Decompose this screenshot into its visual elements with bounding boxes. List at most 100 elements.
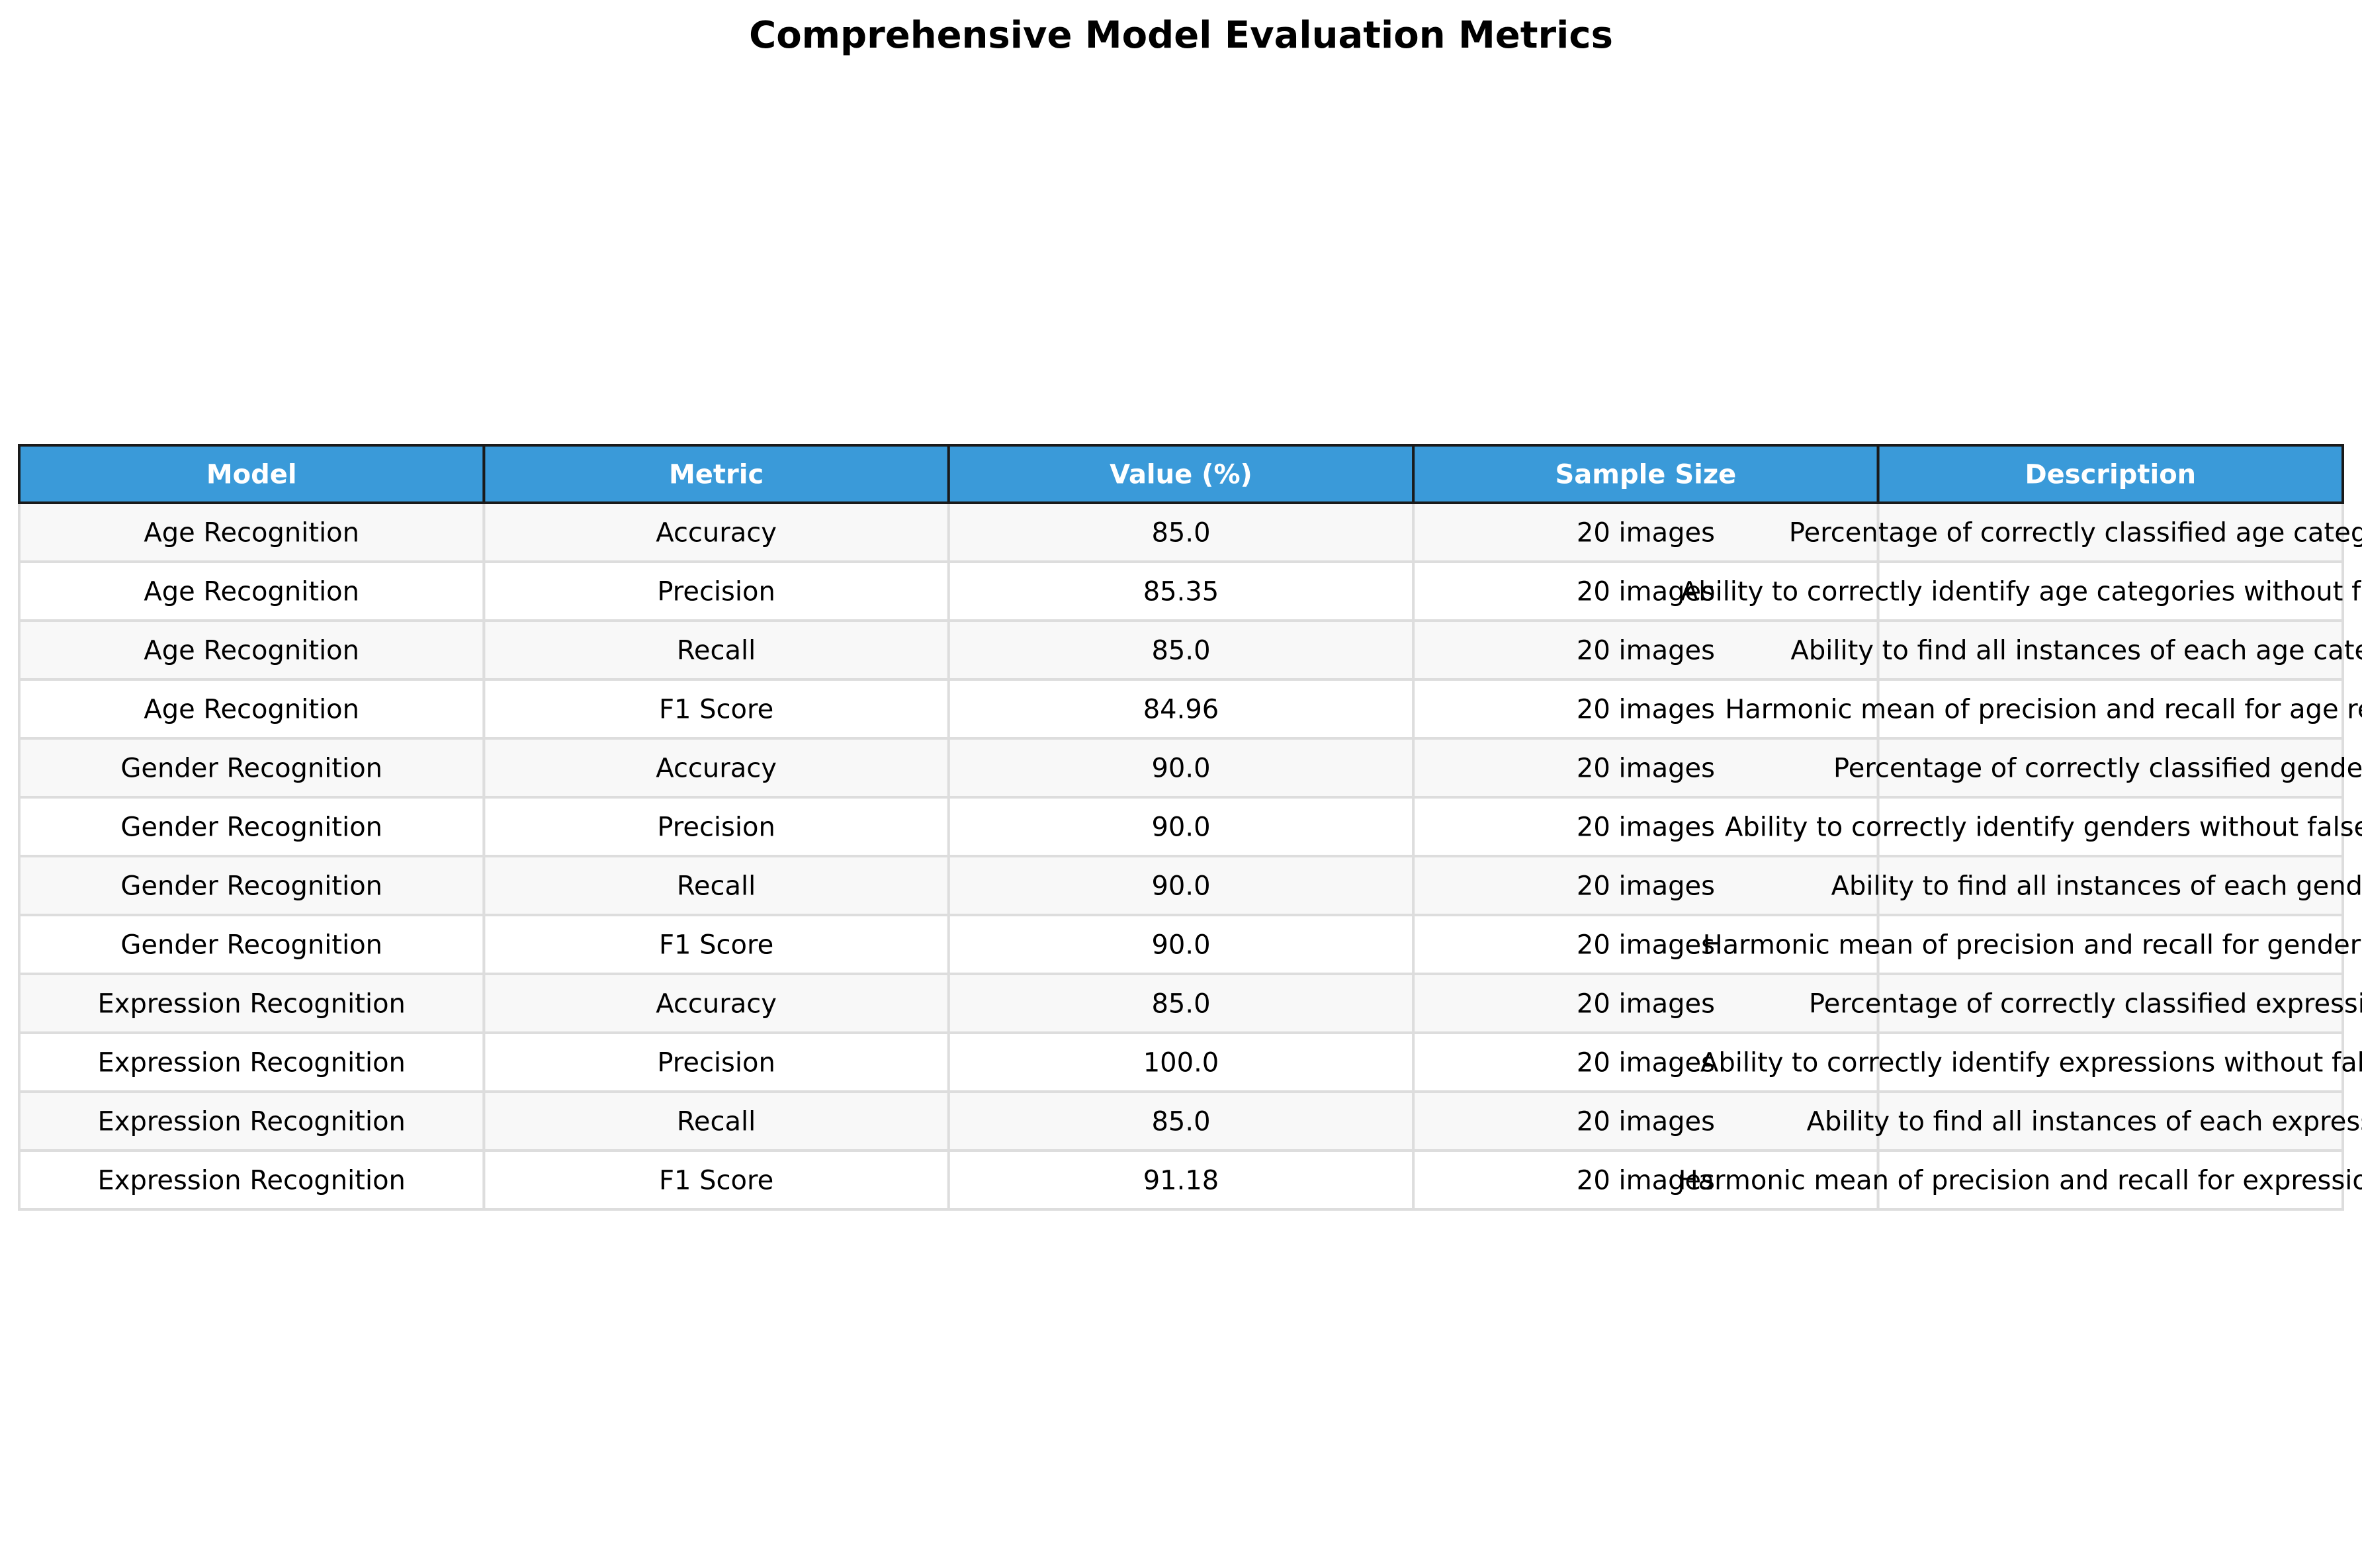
table-cell-model xyxy=(18,914,486,975)
cell-text-value: 100.0 xyxy=(1143,1048,1219,1078)
table-cell-model xyxy=(18,1090,486,1152)
cell-text-model: Age Recognition xyxy=(144,695,359,725)
cell-text-description: Percentage of correctly classified age c… xyxy=(1789,518,2362,548)
cell-text-value: 85.0 xyxy=(1151,518,1210,548)
header-label-model: Model xyxy=(206,460,297,490)
table-row: Gender Recognition Recall 90.0 20 images Abi… xyxy=(18,855,2362,916)
cell-text-sample-size: 20 images xyxy=(1577,577,1715,607)
table-cell-metric xyxy=(482,1031,950,1093)
cell-text-sample-size: 20 images xyxy=(1577,518,1715,548)
table-row: Expression Recognition F1 Score 91.18 20 im… xyxy=(18,1149,2362,1211)
table-cell-sample-size xyxy=(1412,619,1880,681)
cell-text-metric: Accuracy xyxy=(656,989,777,1020)
table-row: Age Recognition Recall 85.0 20 images Abilit… xyxy=(18,619,2362,681)
table-cell-sample-size xyxy=(1412,1031,1880,1093)
table-cell-description xyxy=(1876,973,2345,1034)
table-cell-description xyxy=(1876,914,2345,975)
header-cell-value xyxy=(947,444,1415,504)
cell-text-sample-size: 20 images xyxy=(1577,930,1715,961)
table-cell-value xyxy=(947,914,1415,975)
cell-text-value: 90.0 xyxy=(1151,754,1210,784)
table-cell-model xyxy=(18,501,486,563)
table-row: Age Recognition Accuracy 85.0 20 images Perc… xyxy=(18,501,2362,563)
table-cell-metric xyxy=(482,796,950,857)
cell-text-metric: Accuracy xyxy=(656,754,777,784)
cell-text-model: Expression Recognition xyxy=(98,1048,406,1078)
table-cell-model xyxy=(18,855,486,916)
header-label-value: Value (%) xyxy=(1110,460,1252,490)
table-cell-sample-size xyxy=(1412,1090,1880,1152)
cell-text-description: Ability to find all instances of each ge… xyxy=(1831,871,2362,902)
cell-text-sample-size: 20 images xyxy=(1577,1107,1715,1137)
cell-text-metric: F1 Score xyxy=(659,695,773,725)
table-cell-description xyxy=(1876,560,2345,622)
table-cell-value xyxy=(947,619,1415,681)
table-cell-metric xyxy=(482,855,950,916)
table-cell-metric xyxy=(482,914,950,975)
cell-text-metric: Recall xyxy=(677,636,756,666)
cell-text-description: Ability to correctly identify genders wi… xyxy=(1725,812,2362,843)
cell-text-sample-size: 20 images xyxy=(1577,695,1715,725)
cell-text-sample-size: 20 images xyxy=(1577,871,1715,902)
table-cell-value xyxy=(947,973,1415,1034)
table-cell-value xyxy=(947,796,1415,857)
table-cell-value xyxy=(947,1149,1415,1211)
table-cell-sample-size xyxy=(1412,560,1880,622)
cell-text-description: Ability to find all instances of each ex… xyxy=(1807,1107,2362,1137)
cell-text-description: Harmonic mean of precision and recall fo… xyxy=(1679,1166,2362,1196)
cell-text-sample-size: 20 images xyxy=(1577,989,1715,1020)
table-cell-model xyxy=(18,796,486,857)
table-row: Age Recognition Precision 85.35 20 imagesAb… xyxy=(18,560,2362,622)
cell-text-description: Harmonic mean of precision and recall fo… xyxy=(1703,930,2362,961)
cell-text-value: 84.96 xyxy=(1143,695,1219,725)
table-cell-sample-size xyxy=(1412,737,1880,799)
table-cell-metric xyxy=(482,678,950,740)
cell-text-model: Expression Recognition xyxy=(98,1107,406,1137)
table-cell-description xyxy=(1876,1090,2345,1152)
cell-text-value: 90.0 xyxy=(1151,812,1210,843)
table-cell-metric xyxy=(482,973,950,1034)
table-cell-value xyxy=(947,1090,1415,1152)
cell-text-sample-size: 20 images xyxy=(1577,812,1715,843)
table-cell-metric xyxy=(482,619,950,681)
table-cell-description xyxy=(1876,796,2345,857)
table-cell-description xyxy=(1876,1031,2345,1093)
cell-text-metric: Precision xyxy=(657,1048,775,1078)
table-cell-value xyxy=(947,560,1415,622)
cell-text-metric: F1 Score xyxy=(659,1166,773,1196)
header-label-sample-size: Sample Size xyxy=(1555,460,1736,490)
table-cell-description xyxy=(1876,1149,2345,1211)
table-cell-model xyxy=(18,973,486,1034)
chart-title: Comprehensive Model Evaluation Metrics xyxy=(749,14,1613,57)
table-row: Gender Recognition Precision 90.0 20 images… xyxy=(18,796,2362,857)
cell-text-sample-size: 20 images xyxy=(1577,1048,1715,1078)
cell-text-model: Expression Recognition xyxy=(98,989,406,1020)
cell-text-model: Age Recognition xyxy=(144,636,359,666)
cell-text-value: 85.35 xyxy=(1143,577,1219,607)
cell-text-description: Percentage of correctly classified gende… xyxy=(1833,754,2362,784)
cell-text-sample-size: 20 images xyxy=(1577,636,1715,666)
cell-text-metric: Recall xyxy=(677,1107,756,1137)
cell-text-value: 85.0 xyxy=(1151,1107,1210,1137)
cell-text-description: Ability to correctly identify age catego… xyxy=(1681,577,2362,607)
table-row: Expression Recognition Precision 100.0 20 i… xyxy=(18,1031,2362,1093)
table-header: Model Metric Value (%) Sample Size Descripti… xyxy=(18,444,2345,504)
cell-text-description: Harmonic mean of precision and recall fo… xyxy=(1725,695,2362,725)
table-cell-description xyxy=(1876,855,2345,916)
table-cell-value xyxy=(947,678,1415,740)
header-label-description: Description xyxy=(2025,460,2196,490)
table-body: Age Recognition Accuracy 85.0 20 images Perc… xyxy=(18,501,2362,1211)
table-cell-value xyxy=(947,737,1415,799)
table-row: Gender Recognition F1 Score 90.0 20 imagesH… xyxy=(18,914,2362,975)
cell-text-model: Gender Recognition xyxy=(120,754,382,784)
cell-text-model: Gender Recognition xyxy=(120,871,382,902)
table-cell-description xyxy=(1876,619,2345,681)
cell-text-model: Age Recognition xyxy=(144,518,359,548)
table-row: Expression Recognition Accuracy 85.0 20 ima… xyxy=(18,973,2362,1034)
header-label-metric: Metric xyxy=(669,460,764,490)
table-row: Gender Recognition Accuracy 90.0 20 images P… xyxy=(18,737,2362,799)
cell-text-model: Expression Recognition xyxy=(98,1166,406,1196)
cell-text-sample-size: 20 images xyxy=(1577,1166,1715,1196)
header-cell-description xyxy=(1876,444,2345,504)
